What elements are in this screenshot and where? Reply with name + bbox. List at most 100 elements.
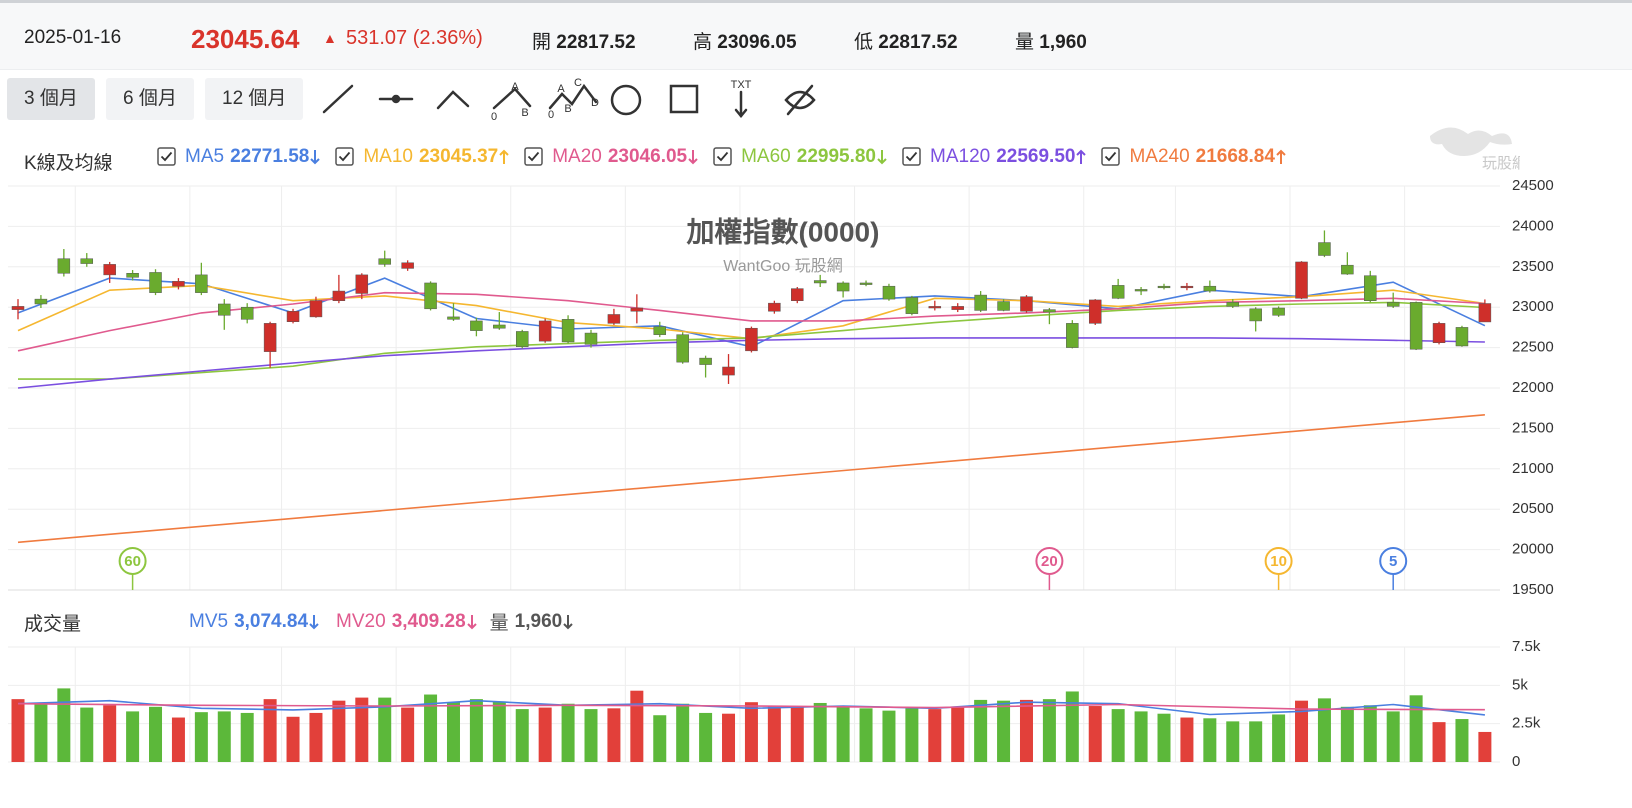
candle-body [126, 273, 139, 278]
date: 2025-01-16 [24, 27, 122, 48]
candle-body [1088, 299, 1102, 324]
y-tick-label: 2.5k [1512, 715, 1541, 732]
candle-body [905, 297, 919, 314]
checkbox[interactable] [522, 146, 548, 168]
stat-value: 22817.52 [878, 32, 958, 53]
change: 531.07 (2.36%) [346, 27, 483, 49]
stat: 量 1,960 [1015, 27, 1087, 54]
legend-item: MA20 23046.05 [522, 146, 699, 168]
volume-bar [1386, 711, 1400, 762]
tool-label: B [521, 107, 528, 119]
period-button[interactable]: 3 個月 [7, 78, 95, 120]
volume-bar [1111, 709, 1125, 762]
candle-body [630, 307, 644, 312]
y-tick-label: 20500 [1512, 500, 1554, 517]
checkbox[interactable] [711, 146, 737, 168]
ma-line [17, 291, 1485, 352]
legend-value: 23046.05 [607, 146, 688, 167]
candle-body [584, 332, 598, 345]
candle-body [355, 274, 369, 294]
tool-label: 0 [491, 111, 497, 123]
candle-body [1478, 303, 1492, 323]
drawing-tools[interactable]: A 0 B A C 0 B D TXT [310, 74, 830, 124]
candle-body [401, 262, 414, 269]
volume-bar [905, 708, 919, 762]
candle-body [309, 300, 323, 318]
candle-body [1066, 323, 1079, 348]
volume-bar [653, 715, 667, 762]
chart-subtitle: WantGoo 玩股網 [723, 257, 842, 275]
checkbox[interactable] [900, 146, 926, 168]
period-button[interactable]: 12 個月 [205, 78, 304, 120]
volume-bar [1088, 706, 1102, 762]
chart-title: 加權指數(0000) [687, 216, 880, 247]
candle-body [1318, 242, 1331, 256]
volume-bar [997, 700, 1011, 762]
logo: 玩股網 [1430, 127, 1520, 172]
section-label: K線及均線 [24, 153, 113, 174]
ma-line [17, 414, 1485, 544]
legend-name: MA5 [185, 146, 225, 167]
candle-body [195, 274, 208, 293]
volume-bar [217, 711, 231, 762]
candle-body [1455, 327, 1469, 347]
candle-body [424, 282, 437, 310]
checkbox[interactable] [1099, 146, 1125, 168]
candle-body [1203, 285, 1217, 292]
down-arrow [309, 614, 319, 629]
candle-body [699, 357, 712, 365]
volume-bar [1249, 721, 1263, 762]
volume-bar [722, 713, 736, 762]
legend-item: MA5 22771.58 [155, 146, 321, 168]
candle-body [332, 290, 346, 301]
down-arrow [310, 150, 321, 165]
volume-bar [928, 709, 942, 762]
stat-label: 量 [1015, 32, 1035, 53]
up-icon: ▲ [323, 30, 337, 46]
y-tick-label: 22500 [1512, 339, 1554, 356]
legend-name: MA240 [1129, 146, 1190, 167]
legend-value: 21668.84 [1195, 146, 1275, 167]
candle-body [493, 324, 506, 329]
candle-body [1020, 296, 1033, 312]
legend-item: MA120 22569.50 [900, 146, 1087, 168]
checkbox[interactable] [155, 146, 181, 168]
candle-body [1432, 323, 1446, 344]
legend-value: 3,074.84 [234, 610, 309, 632]
legend: MV5 3,074.84 MV20 3,409.28 量 1,960 [185, 608, 586, 635]
candle-body [447, 316, 460, 320]
volume-bar [1409, 695, 1423, 762]
volume-bar [171, 717, 185, 762]
legend-value: 1,960 [514, 610, 563, 632]
candle-body [263, 323, 277, 352]
period-button[interactable]: 6 個月 [106, 78, 194, 120]
up-arrow [1276, 149, 1286, 164]
y-tick-label: 21000 [1512, 460, 1554, 477]
volume-bar [1180, 717, 1194, 762]
checkbox[interactable] [333, 146, 359, 168]
marker-label: 5 [1389, 553, 1397, 570]
marker-label: 10 [1270, 553, 1287, 570]
volume-bar [1134, 711, 1148, 762]
candle-body [1272, 307, 1285, 316]
candle-body [722, 366, 735, 376]
candle-body [951, 306, 964, 310]
legend-value: 22569.50 [996, 146, 1076, 167]
candle-body [813, 280, 827, 284]
candle-body [836, 282, 850, 292]
legend-name: MA120 [930, 146, 991, 167]
candle-body [768, 302, 781, 312]
legend-item: MA60 22995.80 [711, 146, 888, 168]
volume-bar [859, 708, 873, 762]
candle-body [607, 314, 621, 324]
candle-body [1111, 285, 1125, 299]
price: 23045.64 [191, 24, 300, 54]
volume-bar [1295, 700, 1309, 762]
candle-body [1043, 309, 1056, 313]
candle-body [515, 331, 529, 348]
candle-body [745, 327, 758, 352]
candle-body [882, 285, 896, 300]
stat-label: 低 [854, 32, 874, 53]
y-tick-label: 22000 [1512, 379, 1554, 396]
